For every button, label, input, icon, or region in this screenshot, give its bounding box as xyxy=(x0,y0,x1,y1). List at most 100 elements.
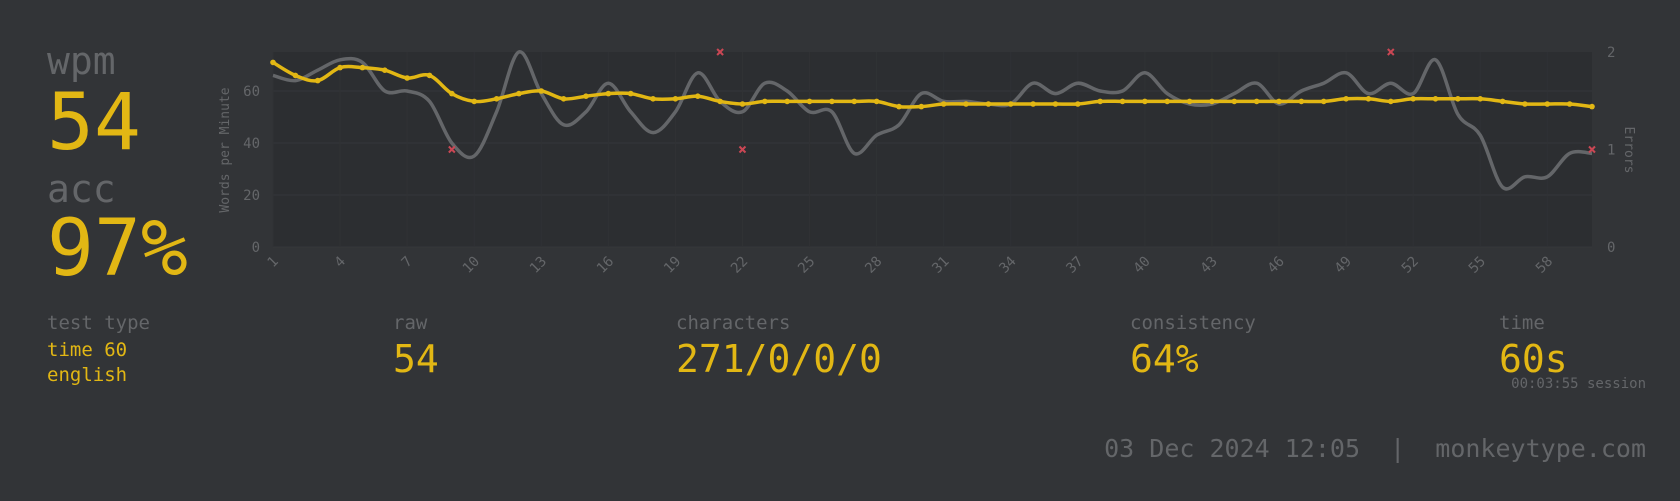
raw-label: raw xyxy=(393,312,428,334)
grid xyxy=(272,52,1592,248)
wpm-point xyxy=(1477,96,1484,102)
wpm-point xyxy=(1455,96,1461,102)
wpm-point xyxy=(672,96,679,102)
wpm-point xyxy=(829,98,835,105)
wpm-point xyxy=(1387,98,1394,105)
wpm-point xyxy=(314,77,321,84)
wpm-point xyxy=(1231,98,1238,105)
wpm-point xyxy=(1566,101,1573,107)
wpm-point xyxy=(1007,101,1014,107)
wpm-point xyxy=(1075,101,1081,107)
wpm-point xyxy=(583,93,589,99)
wpm-point xyxy=(918,103,925,110)
y2-axis-ticks: 0 1 2 xyxy=(1607,45,1615,256)
test-type-label: test type xyxy=(47,312,150,334)
error-markers xyxy=(448,48,1596,154)
wpm-point xyxy=(1052,101,1059,107)
accuracy-value: 97% xyxy=(47,204,188,294)
wpm-point xyxy=(270,59,276,66)
wpm-point xyxy=(1365,96,1372,102)
x-tick-label: 55 xyxy=(1466,254,1489,277)
wpm-point xyxy=(359,64,366,71)
session-time: 00:03:55 session xyxy=(1511,376,1646,392)
wpm-point xyxy=(449,90,455,97)
wpm-point xyxy=(1119,98,1126,105)
y-axis-label: Words per Minute xyxy=(218,87,233,212)
error-marker xyxy=(1387,48,1395,56)
footer-date: 03 Dec 2024 12:05 xyxy=(1104,434,1360,463)
time-label: time xyxy=(1499,312,1545,334)
x-tick-label: 58 xyxy=(1533,254,1556,277)
wpm-point xyxy=(1186,98,1193,105)
wpm-point xyxy=(940,101,947,107)
wpm-point xyxy=(1320,98,1327,105)
wpm-point xyxy=(1343,96,1349,102)
x-tick-label: 4 xyxy=(332,254,349,271)
wpm-label: wpm xyxy=(47,39,116,83)
x-tick-label: 25 xyxy=(795,254,818,277)
wpm-series xyxy=(270,59,1595,110)
y2-tick-label: 2 xyxy=(1607,45,1615,61)
x-tick-label: 7 xyxy=(399,254,416,271)
wpm-point xyxy=(1432,96,1439,102)
error-marker xyxy=(448,145,456,154)
x-tick-label: 10 xyxy=(460,254,483,277)
wpm-point xyxy=(873,98,880,105)
wpm-point xyxy=(1164,98,1171,105)
x-tick-label: 31 xyxy=(929,254,952,277)
wpm-point xyxy=(1097,98,1103,105)
raw-value: 54 xyxy=(393,337,439,381)
wpm-point xyxy=(851,98,858,105)
wpm-point xyxy=(337,64,343,71)
x-tick-label: 16 xyxy=(594,254,617,277)
wpm-point xyxy=(1589,103,1595,110)
wpm-point xyxy=(381,67,388,73)
wpm-point xyxy=(1410,96,1416,102)
wpm-point xyxy=(1276,98,1282,105)
x-tick-label: 52 xyxy=(1399,254,1422,277)
y-tick-label: 0 xyxy=(252,240,260,256)
y2-tick-label: 0 xyxy=(1607,240,1615,256)
error-marker xyxy=(1588,145,1596,154)
x-tick-label: 37 xyxy=(1063,254,1086,277)
x-axis-ticks: 1 4 7 10 13 16 19 22 25 28 31 34 37 40 43 46 49 52 55 58 xyxy=(265,254,1557,277)
raw-series xyxy=(272,50,1593,191)
consistency-label: consistency xyxy=(1130,312,1256,334)
footer-separator: | xyxy=(1390,434,1406,463)
accuracy-label: acc xyxy=(47,167,116,211)
x-tick-label: 34 xyxy=(996,254,1019,277)
wpm-point xyxy=(493,96,500,102)
error-marker xyxy=(716,48,724,56)
footer-site: monkeytype.com xyxy=(1435,434,1646,463)
test-type-language: english xyxy=(47,364,128,386)
y-axis-ticks: 0 20 40 60 xyxy=(243,84,260,256)
y-tick-label: 20 xyxy=(243,188,260,204)
x-tick-label: 46 xyxy=(1265,254,1288,277)
x-tick-label: 49 xyxy=(1332,254,1355,277)
wpm-point xyxy=(538,88,545,94)
x-tick-label: 40 xyxy=(1130,254,1153,277)
error-marker xyxy=(738,145,747,154)
wpm-point xyxy=(471,98,478,105)
wpm-point xyxy=(806,98,813,105)
plot-area xyxy=(273,52,1592,247)
wpm-point xyxy=(784,98,790,105)
wpm-point xyxy=(560,96,567,102)
wpm-point xyxy=(1209,98,1215,105)
wpm-value: 54 xyxy=(47,78,141,168)
x-tick-label: 13 xyxy=(527,254,550,277)
wpm-point xyxy=(1030,101,1036,107)
wpm-point xyxy=(963,101,969,107)
x-tick-label: 22 xyxy=(728,254,751,277)
wpm-point xyxy=(627,90,634,97)
wpm-point xyxy=(605,90,612,97)
wpm-point xyxy=(1522,101,1528,107)
y-tick-label: 60 xyxy=(243,84,260,100)
x-tick-label: 28 xyxy=(862,254,885,277)
wpm-point xyxy=(985,101,992,107)
wpm-point xyxy=(694,93,701,99)
consistency-value: 64% xyxy=(1130,337,1199,381)
wpm-point xyxy=(426,72,433,79)
wpm-point xyxy=(1298,98,1305,105)
